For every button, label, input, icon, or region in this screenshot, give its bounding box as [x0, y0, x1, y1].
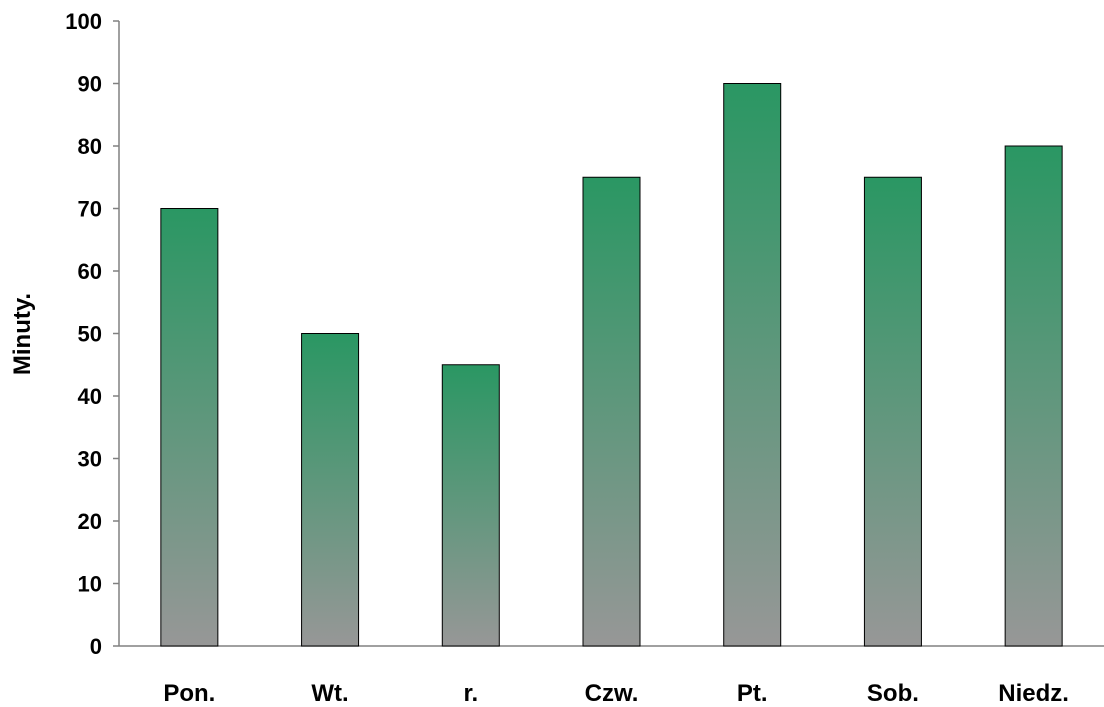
y-tick-label: 90 [78, 72, 102, 97]
y-tick-label: 20 [78, 509, 102, 534]
y-axis: 0 10 20 30 40 50 60 70 80 90 100 [65, 9, 120, 659]
bar-pon [160, 208, 219, 647]
x-category-label: r. [463, 680, 478, 707]
bars [160, 83, 1063, 647]
x-category-label: Pt. [737, 680, 768, 707]
bar-czw [582, 176, 641, 647]
bar-sob [863, 176, 922, 647]
x-category-label: Czw. [585, 680, 639, 707]
bar-wt [301, 333, 360, 647]
y-tick-label: 70 [78, 197, 102, 222]
y-tick-label: 60 [78, 259, 102, 284]
x-category-label: Sob. [867, 680, 919, 707]
bar-niedz [1004, 145, 1063, 647]
y-tick-label: 80 [78, 134, 102, 159]
x-category-label: Pon. [163, 680, 215, 707]
y-axis-title: Minuty. [9, 293, 36, 375]
y-tick-label: 0 [90, 634, 102, 659]
y-tick-label: 40 [78, 384, 102, 409]
y-tick-label: 100 [65, 9, 102, 34]
bar-r [441, 364, 500, 647]
y-tick-label: 50 [78, 322, 102, 347]
category-labels: Pon. Wt. r. Czw. Pt. Sob. Niedz. [163, 680, 1069, 707]
y-tick-label: 30 [78, 447, 102, 472]
y-tick-label: 10 [78, 572, 102, 597]
x-category-label: Wt. [311, 680, 348, 707]
x-category-label: Niedz. [998, 680, 1069, 707]
bar-pt [723, 83, 782, 647]
